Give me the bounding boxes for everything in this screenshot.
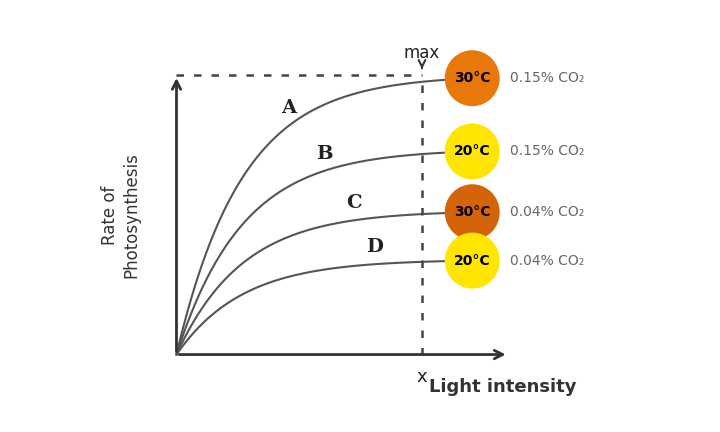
Text: x: x bbox=[417, 368, 428, 386]
Text: 0.04% CO₂: 0.04% CO₂ bbox=[510, 205, 584, 219]
Text: A: A bbox=[282, 99, 297, 118]
Text: 0.04% CO₂: 0.04% CO₂ bbox=[510, 254, 584, 267]
Ellipse shape bbox=[446, 185, 499, 239]
Ellipse shape bbox=[446, 233, 499, 288]
Ellipse shape bbox=[446, 124, 499, 179]
Text: B: B bbox=[316, 144, 333, 162]
Text: 0.15% CO₂: 0.15% CO₂ bbox=[510, 144, 584, 159]
Text: 0.15% CO₂: 0.15% CO₂ bbox=[510, 71, 584, 85]
Text: 30°C: 30°C bbox=[454, 205, 490, 219]
Text: C: C bbox=[346, 194, 361, 212]
Text: 20°C: 20°C bbox=[454, 144, 490, 159]
Text: Rate of
Photosynthesis: Rate of Photosynthesis bbox=[102, 152, 140, 278]
Text: Light intensity: Light intensity bbox=[429, 378, 577, 396]
Ellipse shape bbox=[446, 51, 499, 105]
Text: 30°C: 30°C bbox=[454, 71, 490, 85]
Text: D: D bbox=[366, 238, 383, 256]
Text: 20°C: 20°C bbox=[454, 254, 490, 267]
Text: max: max bbox=[404, 44, 440, 62]
